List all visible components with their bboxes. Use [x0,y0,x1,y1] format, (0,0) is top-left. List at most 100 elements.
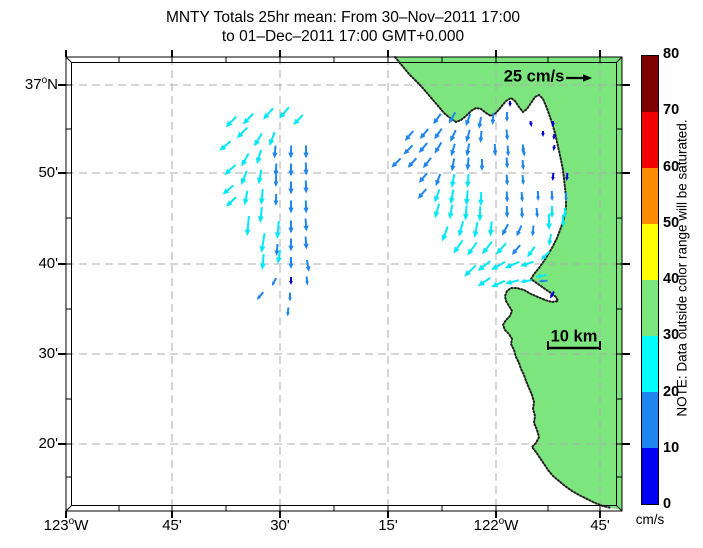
current-vector [288,220,294,234]
colorbar-band [642,280,658,336]
current-vector [549,190,555,201]
current-vector [504,260,520,269]
current-vector [540,251,550,261]
current-vector [529,120,533,127]
current-vector [477,116,483,129]
current-vector [453,239,464,254]
current-vector [434,141,443,154]
frame-corner [65,56,72,63]
current-vector [225,115,238,128]
current-vector [288,257,294,269]
x-tick-label-123W: 123oW [31,517,101,535]
x-tick-label-45a: 45' [162,517,182,534]
current-vector [505,145,511,157]
current-vector [240,170,248,186]
current-vector [257,206,264,223]
current-vector [288,292,292,302]
x-tick-label-122W: 122oW [461,516,531,535]
colorbar-tick-label: 60 [663,158,680,175]
current-vector [504,174,510,186]
colorbar-tick-label: 30 [663,327,680,344]
current-vector [516,225,523,237]
current-vector [490,112,496,125]
current-vector [527,246,536,258]
current-vector [219,140,232,151]
colorbar-band [642,392,658,448]
current-vector [254,133,263,147]
current-vector [541,131,545,137]
current-vector [535,190,541,201]
current-vector [256,291,264,300]
current-vector [477,260,491,272]
current-vector [504,129,510,141]
scale-bar-label: 10 km [550,327,598,346]
map-frame-outer [65,56,623,512]
current-vector [520,278,533,284]
x-tick-label-45b: 45' [590,517,610,534]
x-tick-label-30: 30' [270,517,290,534]
current-vector [520,191,525,202]
current-vector [256,169,263,185]
degree-superscript: o [498,516,505,527]
current-vector [433,113,442,125]
current-vector [305,276,309,286]
colorbar-tick-label: 80 [663,46,680,62]
current-vector [535,207,540,218]
current-vector [501,223,509,236]
current-vector [478,191,484,206]
current-vector [274,220,281,239]
current-vector [276,249,282,264]
colorbar-band [642,224,658,280]
current-vector [450,173,456,188]
current-vector [504,191,510,203]
current-vector [303,145,309,159]
colorbar-tick-label: 0 [663,496,672,512]
current-vector [407,157,418,168]
y-tick-label-50: 50' [38,164,58,181]
y-tick-label-20: 20' [38,435,58,452]
current-vector [417,188,427,199]
current-vector [464,264,477,277]
current-vector [465,143,471,157]
current-vector [447,204,454,220]
current-vector [403,144,414,155]
current-vector [433,203,441,219]
reference-vector-arrowhead [583,74,592,82]
current-vector [273,193,279,206]
current-vector [274,243,280,256]
current-vector [522,147,526,157]
current-vector [242,112,254,125]
current-vector [259,232,266,253]
current-vector [463,190,470,206]
current-vector [273,174,279,187]
current-vector [521,174,526,185]
colorbar-tick-label: 70 [663,102,680,119]
current-vector [508,101,512,107]
current-vector [450,158,456,172]
current-vector [288,200,294,214]
colorbar-band [642,56,658,112]
y-tick-label-37N: 37oN [6,76,58,94]
colorbar-tick-label: 50 [663,214,680,231]
current-vector [288,145,294,159]
y-tick-label-30: 30' [38,345,58,362]
current-vector [305,259,311,272]
current-vector [457,221,465,237]
current-vector [288,238,294,252]
plot-title-line2: to 01–Dec–2011 17:00 GMT+0.000 [221,28,465,45]
land-polygon [395,57,622,510]
current-vector [404,130,414,141]
current-vector [549,206,555,218]
current-vector [562,208,568,218]
colorbar-band [642,168,658,224]
colorbar [641,55,659,505]
frame-corner [616,505,623,512]
current-vector [448,189,455,205]
current-vector [418,172,428,183]
current-vector [391,157,402,168]
current-vector [418,142,428,153]
current-vector [448,111,457,124]
colorbar-tick-label: 40 [663,271,680,287]
current-vector [303,162,309,176]
